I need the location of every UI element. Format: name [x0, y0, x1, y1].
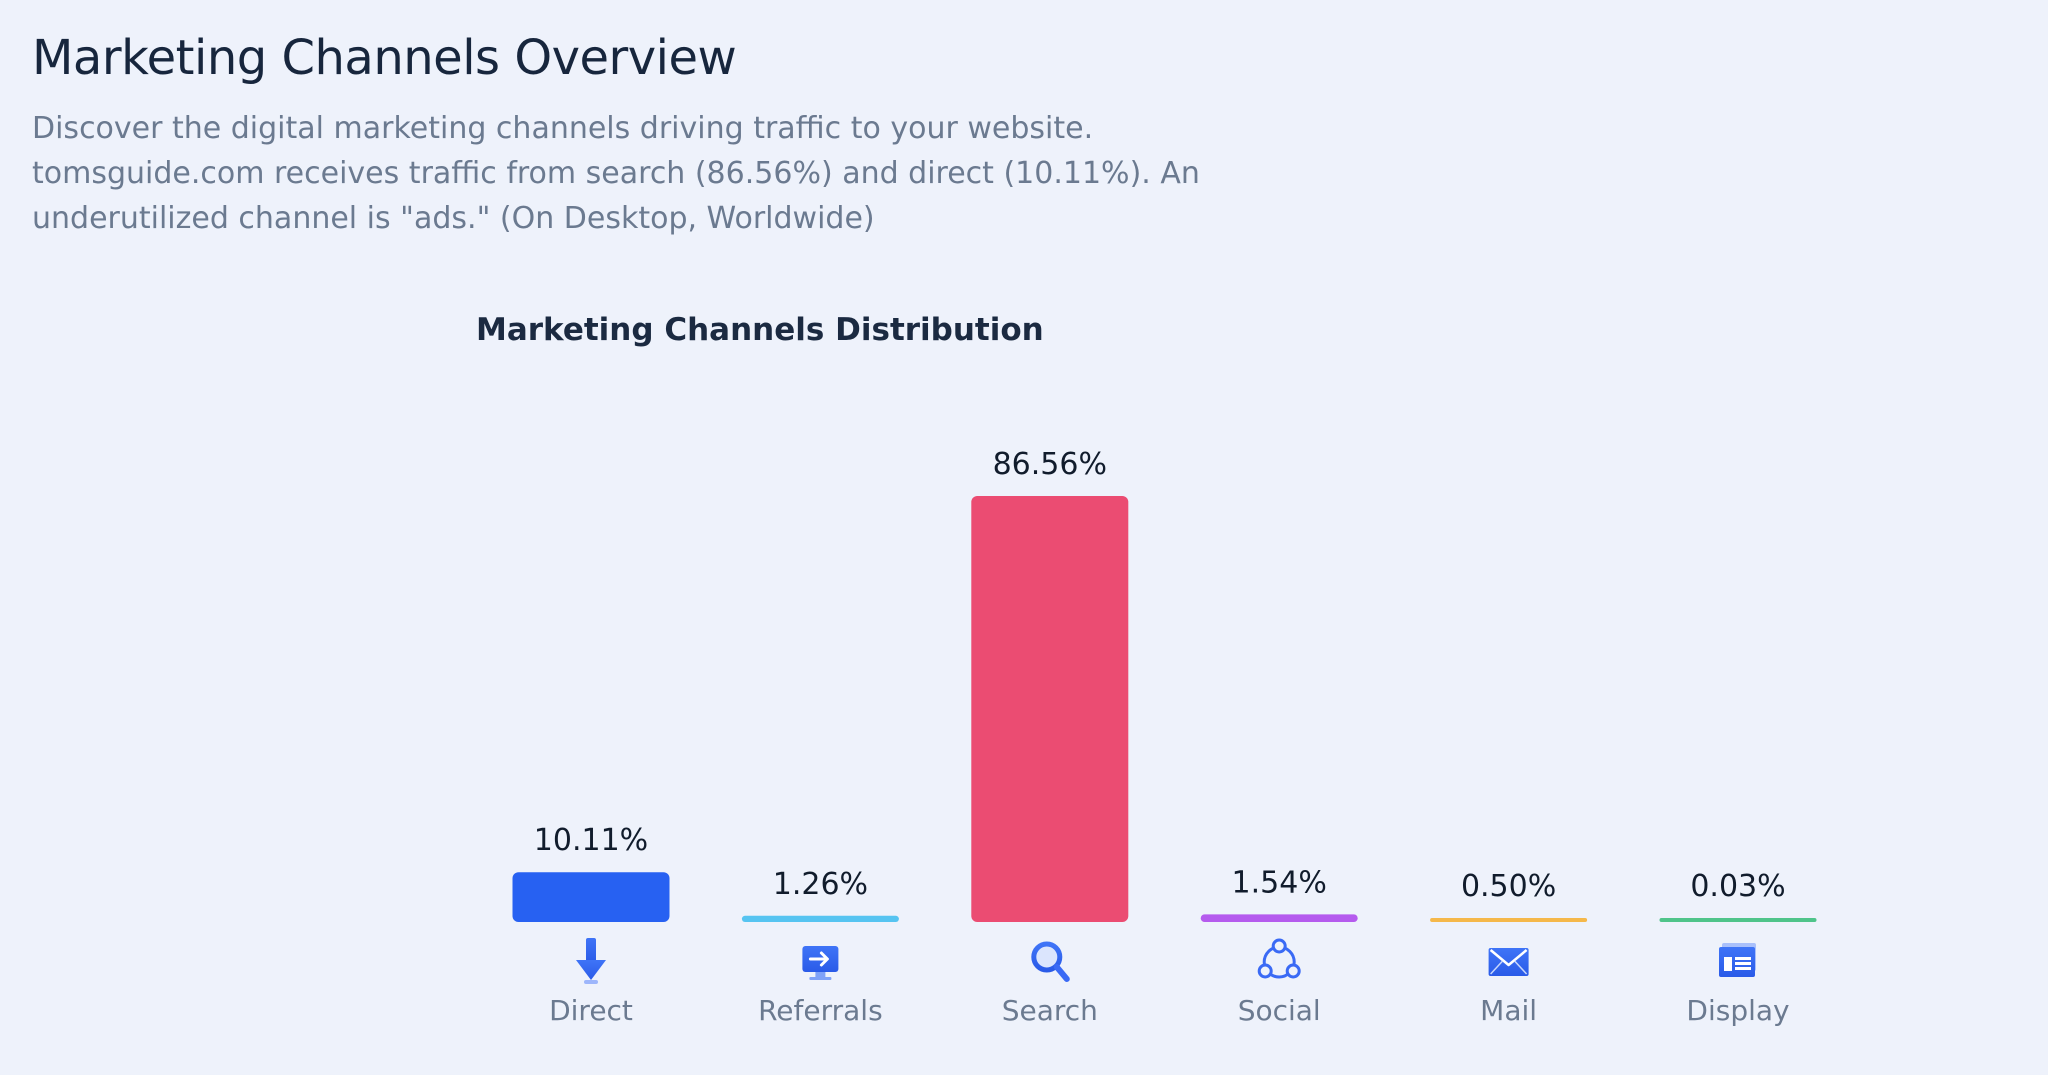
category-label-direct: Direct [549, 994, 633, 1027]
description-line-3: underutilized channel is "ads." (On Desk… [32, 201, 875, 236]
value-label-mail: 0.50% [1461, 869, 1556, 904]
category-label-search: Search [1002, 994, 1098, 1027]
page-title: Marketing Channels Overview [32, 30, 737, 86]
mail-envelope-icon [1488, 948, 1529, 976]
social-network-icon [1257, 938, 1301, 979]
category-label-social: Social [1238, 994, 1321, 1027]
page-description: Discover the digital marketing channels … [32, 106, 1200, 241]
bar-display[interactable] [1659, 918, 1817, 922]
category-label-display: Display [1686, 994, 1789, 1027]
value-label-search: 86.56% [993, 447, 1107, 482]
description-line-1: Discover the digital marketing channels … [32, 111, 1094, 146]
bar-social[interactable] [1200, 914, 1358, 922]
direct-arrow-icon [576, 938, 606, 984]
category-label-referrals: Referrals [758, 994, 883, 1027]
bar-mail[interactable] [1430, 918, 1588, 922]
bar-referrals[interactable] [741, 915, 899, 922]
chart-title: Marketing Channels Distribution [476, 312, 1044, 348]
bar-search[interactable] [971, 496, 1129, 922]
value-label-direct: 10.11% [534, 823, 648, 858]
referrals-screen-icon [802, 946, 839, 980]
value-label-display: 0.03% [1690, 869, 1785, 904]
value-label-referrals: 1.26% [773, 867, 868, 902]
value-label-social: 1.54% [1232, 865, 1327, 900]
display-window-icon [1719, 943, 1756, 977]
description-line-2: tomsguide.com receives traffic from sear… [32, 156, 1200, 191]
bar-direct[interactable] [512, 872, 670, 922]
search-magnifier-icon [1031, 941, 1070, 982]
category-label-mail: Mail [1480, 994, 1537, 1027]
